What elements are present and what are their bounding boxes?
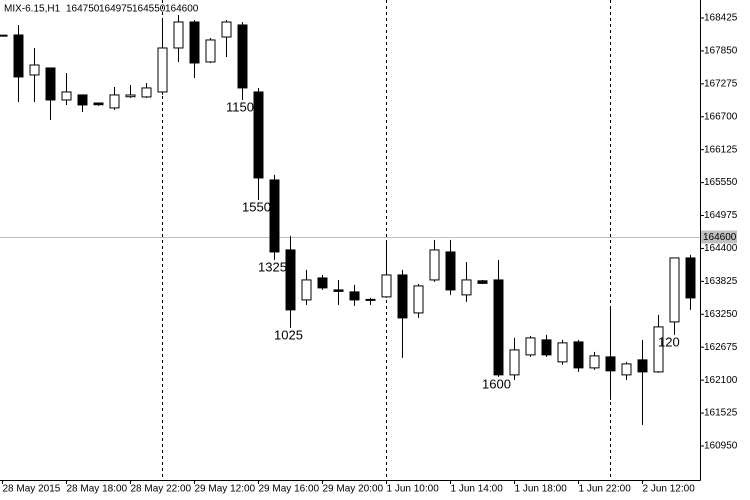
- y-tick-label: 163825: [704, 276, 738, 287]
- x-tick-label: 2 Jun 12:00: [643, 484, 696, 495]
- y-tick-label: 162100: [704, 375, 738, 386]
- y-tick-label: 166125: [704, 144, 738, 155]
- y-tick-label: 166700: [704, 111, 738, 122]
- y-tick-label: 164975: [704, 210, 738, 221]
- candle-body: [221, 21, 232, 38]
- header-open: 164750: [66, 4, 100, 15]
- y-tick-label: 165550: [704, 177, 738, 188]
- candle-body: [589, 355, 600, 369]
- candle-body: [109, 94, 120, 109]
- y-tick-label: 167850: [704, 46, 738, 57]
- symbol: MIX-6.15,H1: [4, 4, 61, 15]
- candle-body: [349, 291, 360, 301]
- y-tick-label: 160950: [704, 441, 738, 452]
- header-high: 164975: [99, 4, 133, 15]
- y-tick-label: 163250: [704, 309, 738, 320]
- candle-body: [381, 274, 392, 298]
- header-close: 164600: [165, 4, 199, 15]
- candle-body: [461, 279, 472, 296]
- annotation: 1550: [242, 199, 271, 214]
- candle-body: [253, 91, 264, 179]
- candle-body: [493, 279, 504, 376]
- candle-body: [157, 47, 168, 93]
- x-tick-label: 1 Jun 22:00: [579, 484, 632, 495]
- candle-body: [477, 280, 488, 284]
- annotation: 1150: [226, 99, 254, 114]
- x-tick-label: 29 May 20:00: [323, 484, 384, 495]
- candle-body: [125, 94, 136, 98]
- x-tick-label: 28 May 2015: [3, 484, 61, 495]
- candle-body: [269, 179, 280, 253]
- y-tick-label: 167275: [704, 78, 738, 89]
- candle-body: [301, 279, 312, 301]
- candle-body: [0, 34, 8, 37]
- candle-body: [397, 274, 408, 319]
- candle-body: [365, 298, 376, 301]
- candle-body: [333, 289, 344, 292]
- candle-body: [93, 102, 104, 106]
- annotation: 1325: [258, 259, 287, 274]
- candle-body: [413, 285, 424, 314]
- y-tick-label: 168425: [704, 13, 738, 24]
- y-tick-label: 164400: [704, 243, 738, 254]
- candle-body: [317, 277, 328, 289]
- candle-body: [445, 251, 456, 291]
- candle-body: [685, 257, 696, 299]
- candle-body: [29, 64, 40, 76]
- x-tick-label: 29 May 16:00: [259, 484, 320, 495]
- candle-body: [173, 21, 184, 49]
- candle-body: [525, 337, 536, 356]
- candle-body: [285, 249, 296, 311]
- annotation: 1600: [482, 376, 511, 391]
- annotation: 1025: [274, 327, 303, 342]
- candle-body: [13, 34, 24, 78]
- candle-body: [237, 24, 248, 89]
- y-tick-label: 162675: [704, 342, 738, 353]
- x-tick-label: 1 Jun 10:00: [387, 484, 440, 495]
- candle-body: [557, 342, 568, 363]
- x-tick-label: 28 May 22:00: [131, 484, 192, 495]
- x-tick-label: 29 May 12:00: [195, 484, 256, 495]
- candle-body: [605, 356, 616, 372]
- candle-body: [77, 94, 88, 106]
- candle-body: [621, 363, 632, 376]
- candle-body: [205, 39, 216, 63]
- x-tick-label: 1 Jun 18:00: [515, 484, 568, 495]
- candle-body: [669, 257, 680, 323]
- candle-body: [189, 21, 200, 64]
- candle-body: [653, 326, 664, 373]
- header: MIX-6.15,H1 164750 164975 164550 164600: [4, 4, 199, 15]
- header-low: 164550: [132, 4, 166, 15]
- candle-body: [141, 87, 152, 98]
- x-tick-label: 1 Jun 14:00: [451, 484, 504, 495]
- candle-body: [61, 91, 72, 101]
- candle-body: [429, 249, 440, 281]
- y-tick-label: 161525: [704, 408, 738, 419]
- price-label-box: [701, 230, 737, 244]
- candle-body: [541, 339, 552, 356]
- candle-body: [637, 359, 648, 373]
- candle-body: [509, 349, 520, 376]
- price-label: 164600: [703, 232, 737, 243]
- annotation: 120: [658, 334, 680, 349]
- candle-body: [573, 341, 584, 369]
- x-tick-label: 28 May 18:00: [67, 484, 128, 495]
- candle-body: [45, 67, 56, 101]
